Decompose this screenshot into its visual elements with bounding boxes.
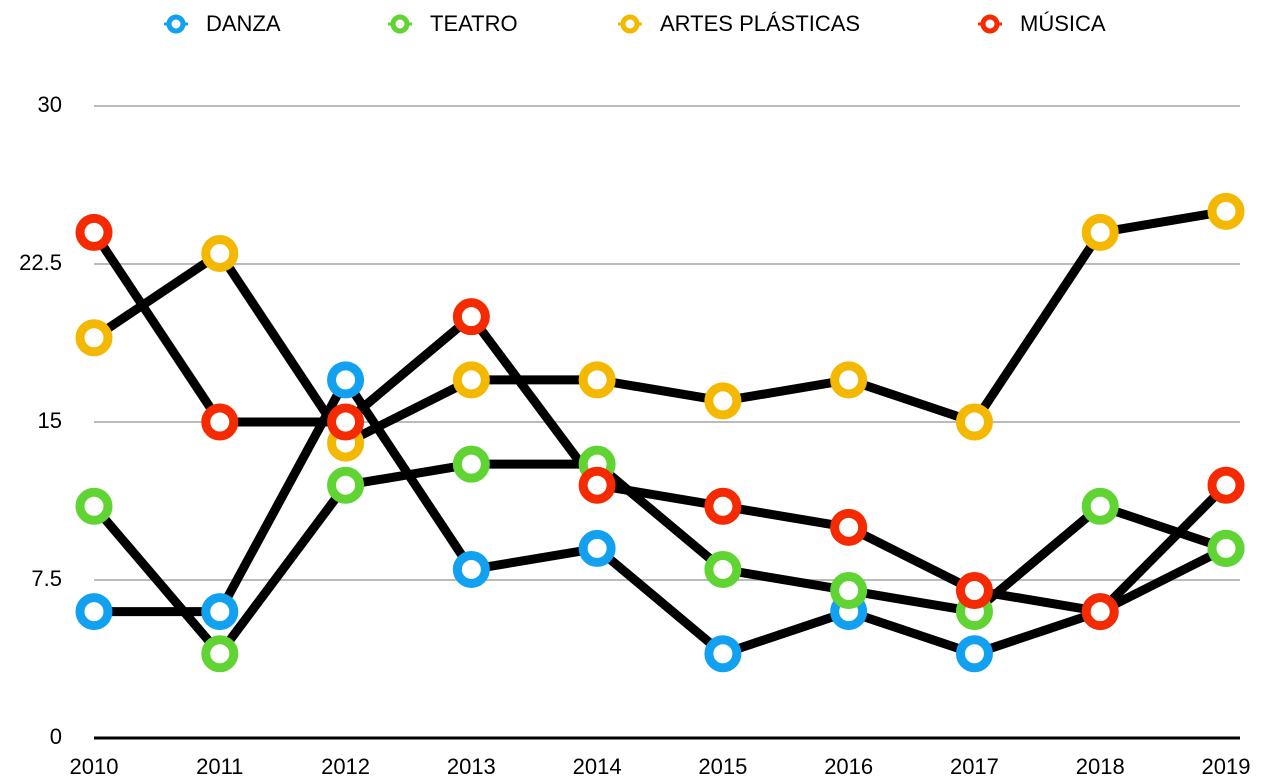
x-tick-label: 2016 xyxy=(824,754,873,778)
point xyxy=(830,508,868,546)
point xyxy=(1207,529,1245,567)
point xyxy=(201,635,239,673)
x-tick-label: 2015 xyxy=(698,754,747,778)
point xyxy=(452,361,490,399)
point xyxy=(704,487,742,525)
point xyxy=(1081,213,1119,251)
point xyxy=(578,361,616,399)
point xyxy=(955,572,993,610)
point xyxy=(327,403,365,441)
legend-label: TEATRO xyxy=(430,11,518,36)
point xyxy=(830,572,868,610)
point xyxy=(578,529,616,567)
legend-label: ARTES PLÁSTICAS xyxy=(660,11,860,36)
point xyxy=(704,550,742,588)
point xyxy=(75,319,113,357)
y-tick-label: 15 xyxy=(38,408,62,433)
point xyxy=(452,550,490,588)
point xyxy=(1207,466,1245,504)
point xyxy=(327,466,365,504)
series-line xyxy=(90,229,1230,617)
point xyxy=(1081,593,1119,631)
x-tick-label: 2010 xyxy=(70,754,119,778)
point xyxy=(201,403,239,441)
legend-label: DANZA xyxy=(206,11,281,36)
point xyxy=(452,298,490,336)
point xyxy=(201,234,239,272)
series-line xyxy=(91,206,1227,448)
x-tick-label: 2018 xyxy=(1076,754,1125,778)
y-tick-label: 0 xyxy=(50,724,62,749)
y-tick-label: 22.5 xyxy=(19,250,62,275)
series-line xyxy=(90,459,1228,659)
legend-marker xyxy=(166,14,186,34)
x-tick-label: 2012 xyxy=(321,754,370,778)
x-tick-label: 2013 xyxy=(447,754,496,778)
x-tick-label: 2014 xyxy=(573,754,622,778)
point xyxy=(1081,487,1119,525)
x-tick-label: 2017 xyxy=(950,754,999,778)
point xyxy=(955,403,993,441)
point xyxy=(1207,192,1245,230)
point xyxy=(704,382,742,420)
point xyxy=(75,213,113,251)
series-line xyxy=(94,375,1229,659)
point xyxy=(955,635,993,673)
point xyxy=(578,466,616,504)
point xyxy=(201,593,239,631)
point xyxy=(327,361,365,399)
legend-label: MÚSICA xyxy=(1020,11,1106,36)
y-tick-label: 30 xyxy=(38,92,62,117)
point xyxy=(75,487,113,525)
x-tick-label: 2019 xyxy=(1202,754,1251,778)
x-tick-label: 2011 xyxy=(196,754,243,778)
point xyxy=(704,635,742,673)
legend-marker xyxy=(390,14,410,34)
point xyxy=(452,445,490,483)
point xyxy=(75,593,113,631)
legend-marker xyxy=(980,14,1000,34)
y-tick-label: 7.5 xyxy=(31,566,62,591)
point xyxy=(830,361,868,399)
legend-marker xyxy=(620,14,640,34)
